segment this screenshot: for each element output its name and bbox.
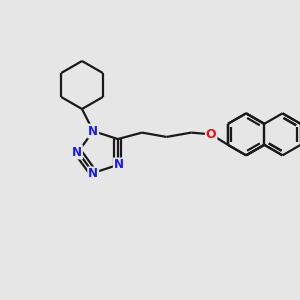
Text: N: N bbox=[114, 158, 124, 171]
Text: N: N bbox=[88, 124, 98, 138]
Text: N: N bbox=[72, 146, 82, 158]
Text: O: O bbox=[206, 128, 216, 141]
Text: N: N bbox=[88, 167, 98, 180]
